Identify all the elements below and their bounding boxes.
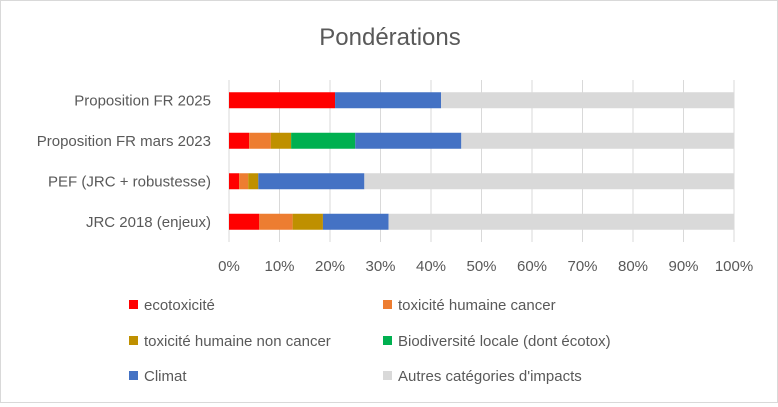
legend-swatch bbox=[129, 371, 138, 380]
x-tick-label: 50% bbox=[466, 258, 496, 275]
legend: ecotoxicité toxicité humaine cancer toxici… bbox=[129, 297, 611, 385]
x-axis-ticks: 0% 10% 20% 30% 40% 50% 60% 70% 80% 90% 100% bbox=[218, 258, 753, 275]
bar-segment bbox=[461, 132, 734, 149]
bar-segment bbox=[229, 213, 260, 230]
x-tick-label: 10% bbox=[264, 258, 294, 275]
bar-segment bbox=[335, 92, 442, 109]
bar-segment bbox=[249, 132, 271, 149]
category-label: PEF (JRC + robustesse) bbox=[48, 173, 211, 190]
bar-segment bbox=[292, 213, 323, 230]
legend-label: Climat bbox=[144, 368, 187, 385]
legend-swatch bbox=[383, 336, 392, 345]
x-tick-label: 60% bbox=[517, 258, 547, 275]
category-label: JRC 2018 (enjeux) bbox=[86, 214, 211, 231]
bar-segment bbox=[355, 132, 462, 149]
x-tick-label: 20% bbox=[315, 258, 345, 275]
bar-segment bbox=[291, 132, 356, 149]
legend-swatch bbox=[129, 336, 138, 345]
bar-segment bbox=[388, 213, 734, 230]
category-label: Proposition FR mars 2023 bbox=[37, 133, 211, 150]
bar-segment bbox=[229, 132, 250, 149]
x-tick-label: 100% bbox=[715, 258, 753, 275]
x-tick-label: 30% bbox=[365, 258, 395, 275]
legend-swatch bbox=[383, 371, 392, 380]
legend-swatch bbox=[383, 300, 392, 309]
bar-segment bbox=[239, 173, 249, 190]
category-label: Proposition FR 2025 bbox=[74, 92, 211, 109]
legend-label: toxicité humaine non cancer bbox=[144, 333, 331, 350]
bar-segment bbox=[258, 173, 365, 190]
legend-label: Autres catégories d'impacts bbox=[398, 368, 582, 385]
chart-title: Pondérations bbox=[319, 24, 460, 51]
x-tick-label: 0% bbox=[218, 258, 240, 275]
bar-segment bbox=[229, 173, 240, 190]
category-labels: Proposition FR 2025 Proposition FR mars 2… bbox=[37, 92, 211, 231]
bar-segment bbox=[441, 92, 734, 109]
x-tick-label: 80% bbox=[618, 258, 648, 275]
bar-segment bbox=[322, 213, 389, 230]
legend-label: ecotoxicité bbox=[144, 297, 215, 314]
bar-segment bbox=[259, 213, 293, 230]
bars bbox=[229, 92, 734, 230]
legend-swatch bbox=[129, 300, 138, 309]
bar-segment bbox=[229, 92, 336, 109]
bar-segment bbox=[364, 173, 734, 190]
bar-segment bbox=[270, 132, 292, 149]
x-tick-label: 40% bbox=[416, 258, 446, 275]
legend-label: Biodiversité locale (dont écotox) bbox=[398, 333, 611, 350]
bar-segment bbox=[248, 173, 259, 190]
x-tick-label: 90% bbox=[668, 258, 698, 275]
x-tick-label: 70% bbox=[567, 258, 597, 275]
legend-label: toxicité humaine cancer bbox=[398, 297, 556, 314]
